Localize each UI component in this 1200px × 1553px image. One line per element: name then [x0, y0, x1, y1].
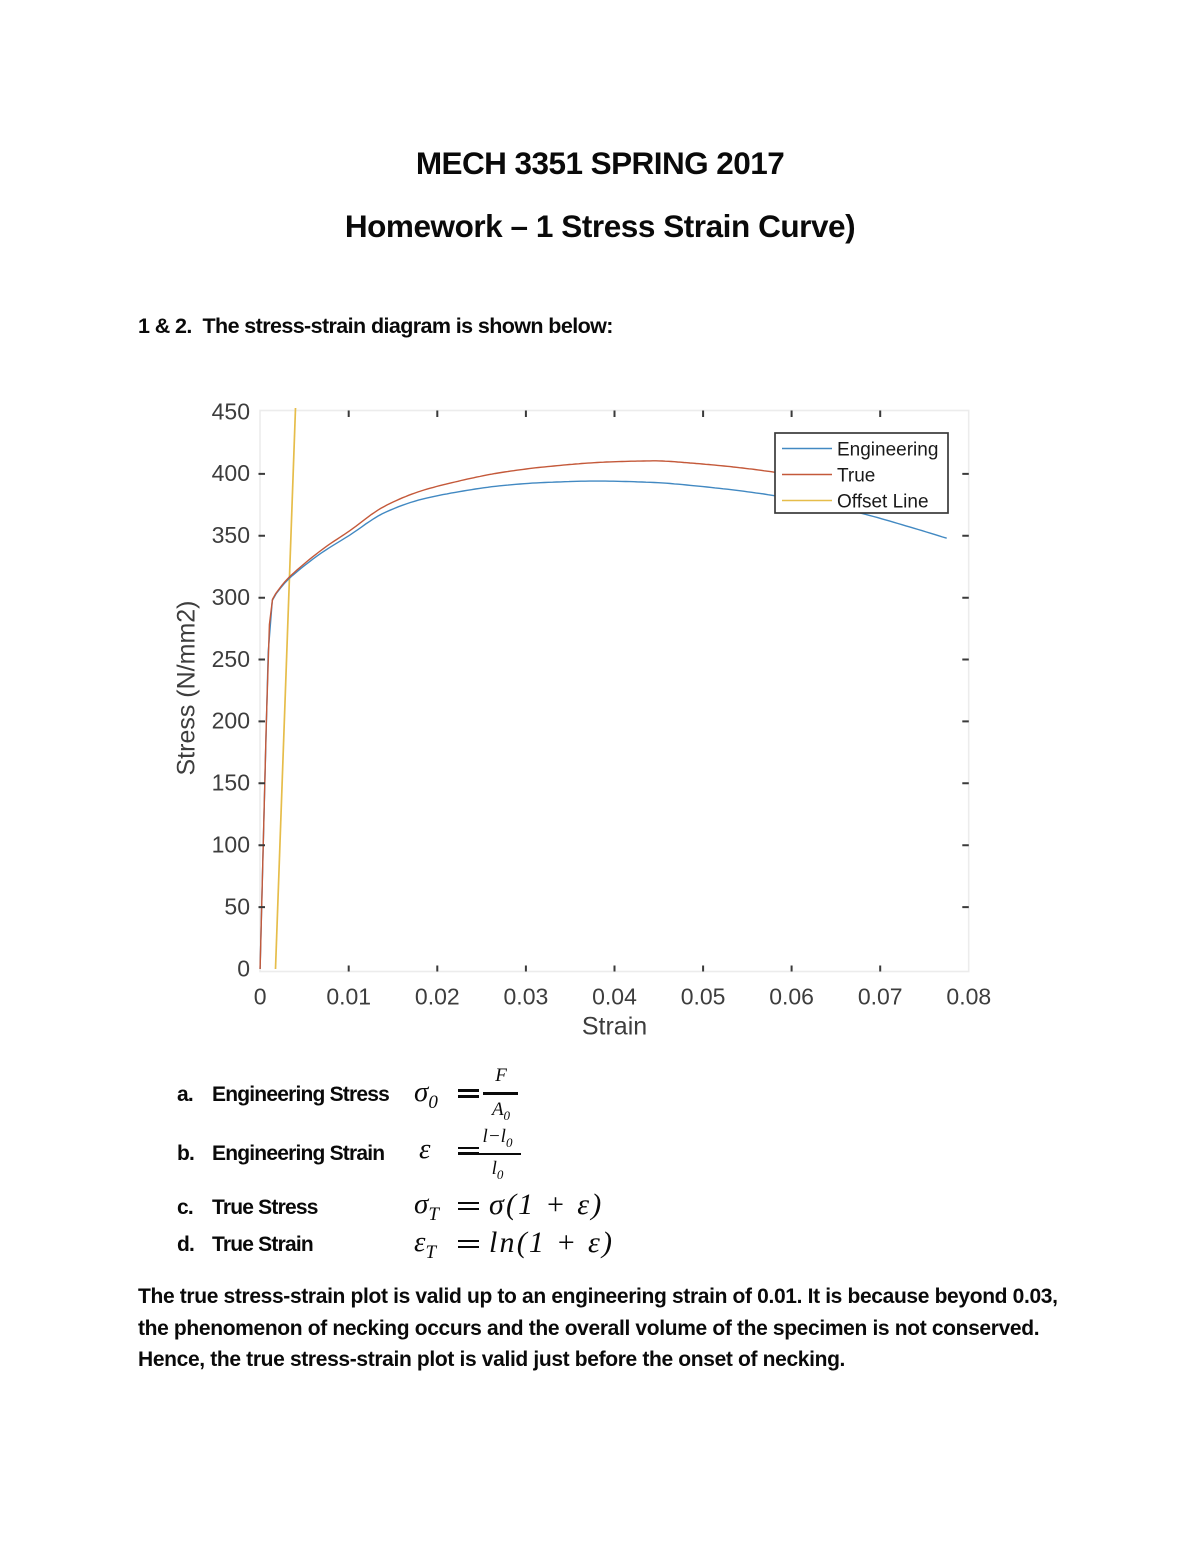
- svg-text:150: 150: [212, 770, 250, 796]
- svg-text:0.03: 0.03: [504, 984, 549, 1010]
- svg-text:0: 0: [254, 984, 267, 1010]
- svg-text:350: 350: [212, 522, 250, 548]
- svg-text:0.06: 0.06: [769, 984, 814, 1010]
- svg-text:0.02: 0.02: [415, 984, 460, 1010]
- svg-text:300: 300: [212, 584, 250, 610]
- svg-text:100: 100: [212, 832, 250, 858]
- svg-text:0.04: 0.04: [592, 984, 637, 1010]
- svg-text:Engineering: Engineering: [837, 439, 938, 460]
- svg-text:Offset Line: Offset Line: [837, 491, 929, 512]
- svg-text:0.05: 0.05: [681, 984, 726, 1010]
- svg-text:Stress (N/mm2): Stress (N/mm2): [173, 601, 201, 776]
- svg-text:450: 450: [212, 398, 250, 424]
- svg-text:Strain: Strain: [582, 1013, 647, 1041]
- svg-text:250: 250: [212, 646, 250, 672]
- svg-text:0.07: 0.07: [858, 984, 903, 1010]
- svg-text:50: 50: [224, 893, 250, 919]
- svg-text:0.01: 0.01: [326, 984, 371, 1010]
- svg-text:True: True: [837, 465, 875, 486]
- svg-text:0.08: 0.08: [946, 984, 991, 1010]
- svg-text:400: 400: [212, 460, 250, 486]
- svg-text:0: 0: [237, 955, 250, 981]
- svg-text:200: 200: [212, 708, 250, 734]
